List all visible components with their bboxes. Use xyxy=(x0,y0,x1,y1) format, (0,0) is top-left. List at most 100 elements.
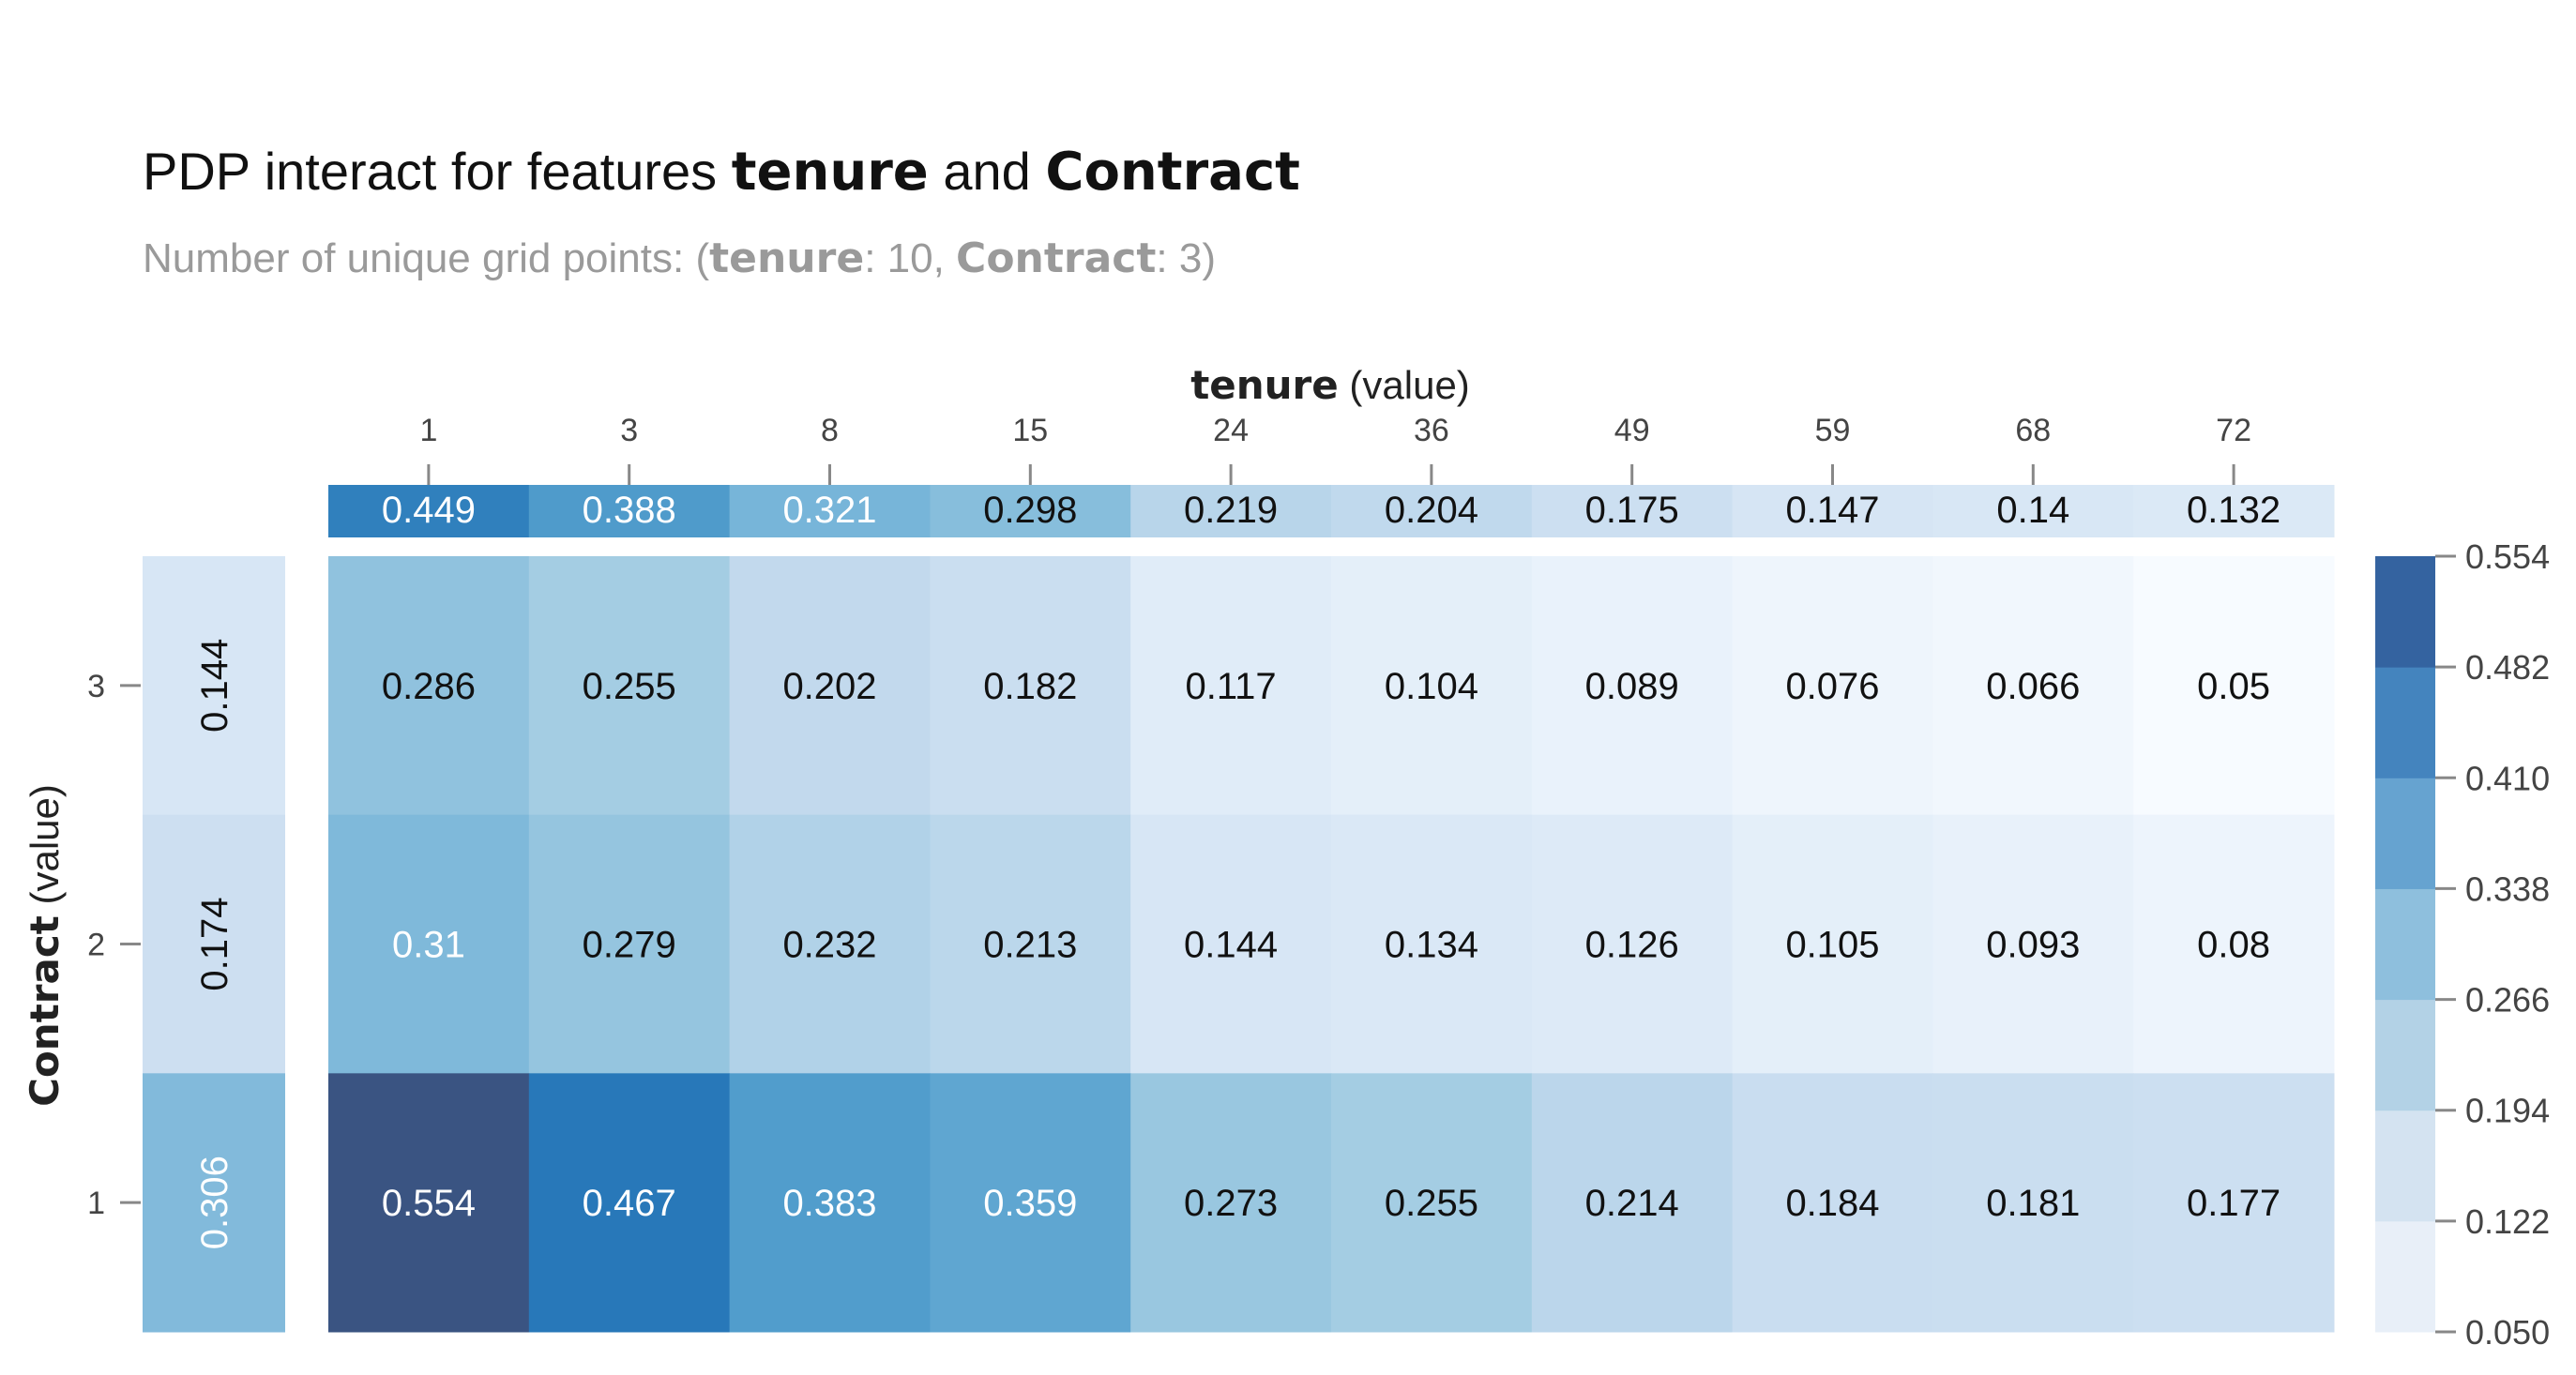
heatmap-cell-label: 0.255 xyxy=(1385,1183,1478,1224)
y-axis-label: Contract (value) xyxy=(22,784,68,1107)
y-tick-label: 3 xyxy=(87,669,105,704)
heatmap-cell-label: 0.255 xyxy=(583,666,676,707)
colorbar-tick-label: 0.554 xyxy=(2465,537,2550,576)
y-marginal-label: 0.174 xyxy=(194,897,235,990)
heatmap-cell-label: 0.383 xyxy=(782,1183,876,1224)
heatmap-cell-label: 0.279 xyxy=(583,925,676,966)
x-marginal-cell xyxy=(1331,485,1533,537)
heatmap-cell xyxy=(1130,814,1332,1074)
y-tick-label: 2 xyxy=(87,928,105,963)
heatmap-cell xyxy=(729,1073,931,1333)
heatmap-cell xyxy=(1331,1073,1533,1333)
heatmap-cell xyxy=(1331,556,1533,816)
x-tick-label: 15 xyxy=(1012,413,1048,448)
colorbar-tick-label: 0.266 xyxy=(2465,981,2550,1020)
heatmap-cell-label: 0.184 xyxy=(1785,1183,1879,1224)
x-tick-label: 49 xyxy=(1614,413,1650,448)
y-marginal-cell xyxy=(143,556,285,816)
heatmap-cell-label: 0.467 xyxy=(583,1183,676,1224)
x-marginal-cell xyxy=(729,485,931,537)
colorbar-bin xyxy=(2375,1220,2435,1333)
x-marginal-cell xyxy=(1130,485,1332,537)
subtitle-x-count: : 10, xyxy=(864,235,957,281)
x-axis-name: tenure xyxy=(1190,362,1339,408)
heatmap-cell-label: 0.232 xyxy=(782,925,876,966)
colorbar-tick-label: 0.050 xyxy=(2465,1313,2550,1352)
heatmap-cell xyxy=(2133,814,2335,1074)
y-marginal-label: 0.306 xyxy=(194,1156,235,1249)
heatmap-cell-label: 0.181 xyxy=(1986,1183,2080,1224)
heatmap-cell-label: 0.066 xyxy=(1986,666,2080,707)
heatmap-cell-label: 0.134 xyxy=(1385,925,1478,966)
heatmap-cell xyxy=(930,1073,1131,1333)
heatmap-cell xyxy=(729,556,931,816)
heatmap-cell xyxy=(328,1073,530,1333)
colorbar-tick-label: 0.410 xyxy=(2465,759,2550,797)
title-feature-x: tenure xyxy=(731,142,929,203)
colorbar-tick-label: 0.194 xyxy=(2465,1092,2550,1130)
colorbar-bin xyxy=(2375,1110,2435,1222)
x-marginal-cell xyxy=(528,485,731,537)
y-axis-suffix: (value) xyxy=(23,784,67,915)
x-tick-label: 72 xyxy=(2216,413,2251,448)
x-marginal-label: 0.298 xyxy=(983,490,1077,531)
x-marginal-cell xyxy=(930,485,1131,537)
x-marginal-cell xyxy=(1531,485,1734,537)
heatmap-cell-label: 0.08 xyxy=(2197,925,2270,966)
heatmap-cell-label: 0.554 xyxy=(382,1183,476,1224)
chart-title: PDP interact for features tenure and Con… xyxy=(143,141,1300,203)
y-marginal-cell xyxy=(143,1073,285,1333)
chart-marks: 0.449 0.388 0.321 0.298 0.219 0.204 0.175 0.147… xyxy=(87,413,2550,1352)
heatmap-cell xyxy=(2133,556,2335,816)
colorbar-bin xyxy=(2375,556,2435,668)
x-tick-label: 36 xyxy=(1414,413,1449,448)
heatmap-cell xyxy=(1531,1073,1734,1333)
y-marginal-cell xyxy=(143,814,285,1074)
heatmap-cell-label: 0.076 xyxy=(1785,666,1879,707)
heatmap-cell-label: 0.117 xyxy=(1186,666,1277,707)
heatmap-cell xyxy=(1932,814,2134,1074)
heatmap-cell xyxy=(1130,556,1332,816)
subtitle-y-name: Contract xyxy=(956,234,1157,282)
title-feature-y: Contract xyxy=(1045,142,1300,203)
heatmap-cell-label: 0.177 xyxy=(2187,1183,2281,1224)
colorbar-bin xyxy=(2375,999,2435,1111)
x-marginal-label: 0.219 xyxy=(1184,490,1278,531)
heatmap-cell-label: 0.144 xyxy=(1184,925,1278,966)
colorbar-tick-label: 0.338 xyxy=(2465,869,2550,908)
x-axis-suffix: (value) xyxy=(1339,363,1470,407)
x-axis-label: tenure (value) xyxy=(1190,362,1470,408)
y-axis-name: Contract xyxy=(22,915,68,1107)
x-marginal-cell xyxy=(1732,485,1933,537)
colorbar-tick-label: 0.482 xyxy=(2465,648,2550,687)
heatmap-cell-label: 0.213 xyxy=(983,925,1077,966)
heatmap-cell xyxy=(1732,814,1933,1074)
colorbar-bin xyxy=(2375,778,2435,889)
heatmap-cell xyxy=(729,814,931,1074)
heatmap-cell xyxy=(1130,1073,1332,1333)
x-tick-label: 68 xyxy=(2015,413,2051,448)
subtitle-prefix: Number of unique grid points: ( xyxy=(143,235,710,281)
y-tick-label: 1 xyxy=(87,1186,105,1221)
title-joiner: and xyxy=(928,142,1046,201)
x-marginal-label: 0.147 xyxy=(1785,490,1879,531)
heatmap-cell-label: 0.202 xyxy=(782,666,876,707)
heatmap-cell-label: 0.126 xyxy=(1585,925,1679,966)
x-tick-label: 3 xyxy=(620,413,638,448)
x-marginal-label: 0.321 xyxy=(782,490,876,531)
title-prefix: PDP interact for features xyxy=(143,142,732,201)
heatmap-cell xyxy=(1932,556,2134,816)
x-marginal-cell xyxy=(1932,485,2134,537)
heatmap-cell xyxy=(328,556,530,816)
heatmap-cell-label: 0.286 xyxy=(382,666,476,707)
heatmap-cell-label: 0.093 xyxy=(1986,925,2080,966)
heatmap-cell xyxy=(1732,556,1933,816)
colorbar-bin xyxy=(2375,667,2435,778)
heatmap-cell-label: 0.31 xyxy=(392,925,465,966)
heatmap-cell xyxy=(2133,1073,2335,1333)
x-marginal-cell xyxy=(2133,485,2335,537)
x-tick-label: 1 xyxy=(419,413,437,448)
heatmap-cell xyxy=(930,556,1131,816)
